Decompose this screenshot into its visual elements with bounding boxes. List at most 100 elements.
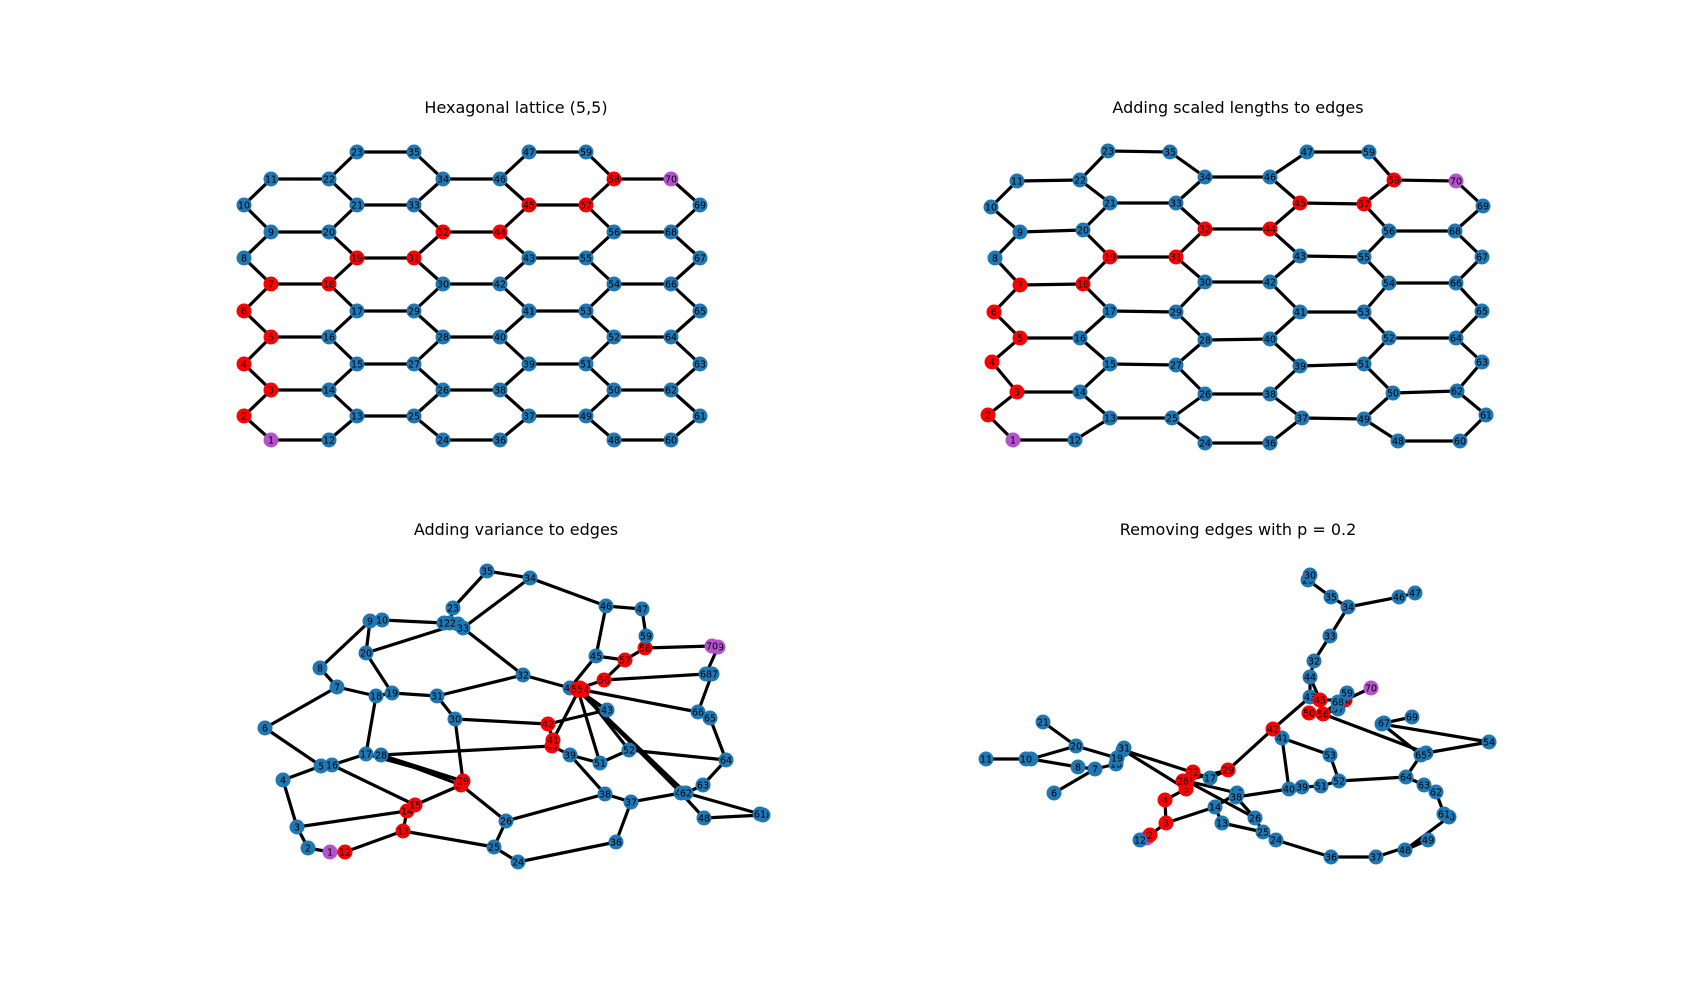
graph-node: 48 <box>1397 842 1413 858</box>
node-label: 1 <box>327 847 333 858</box>
node-marker <box>1214 815 1230 831</box>
graph-node: 11 <box>263 171 279 187</box>
graph-node: 8 <box>1070 759 1086 775</box>
graph-node: 34 <box>522 570 538 586</box>
node-label: 32 <box>1199 224 1211 235</box>
graph-node: 60 <box>1452 433 1468 449</box>
node-marker <box>510 854 526 870</box>
node-marker <box>692 356 708 372</box>
node-marker <box>1331 773 1347 789</box>
node-label: 30 <box>449 714 461 725</box>
node-marker <box>606 329 622 345</box>
node-label: 13 <box>351 411 363 422</box>
node-label: 36 <box>610 837 622 848</box>
graph-node: 32 <box>1306 653 1322 669</box>
node-marker <box>606 432 622 448</box>
node-marker <box>1281 781 1297 797</box>
graph-node: 51 <box>578 356 594 372</box>
graph-node: 67 <box>1376 715 1392 731</box>
graph-node: 6 <box>1046 785 1062 801</box>
node-marker <box>1323 849 1339 865</box>
graph-edge <box>576 688 602 765</box>
node-marker <box>358 746 374 762</box>
graph-node: 8 <box>312 660 328 676</box>
node-label: 42 <box>1267 724 1279 735</box>
node-marker <box>638 628 654 644</box>
node-label: 33 <box>1324 631 1336 642</box>
node-marker <box>578 197 594 213</box>
node-marker <box>521 144 537 160</box>
node-label: 14 <box>1074 387 1086 398</box>
node-marker <box>1301 705 1317 721</box>
node-label: 22 <box>1074 175 1086 186</box>
node-label: 38 <box>494 385 506 396</box>
graph-node: 69 <box>1404 709 1420 725</box>
graph-node: 20 <box>358 645 374 661</box>
node-marker <box>442 615 458 631</box>
panel-title: Removing edges with p = 0.2 <box>1120 520 1357 539</box>
node-label: 61 <box>1438 809 1450 820</box>
node-label: 35 <box>1164 147 1176 158</box>
node-label: 17 <box>1104 306 1116 317</box>
graph-node: 35 <box>1323 589 1339 605</box>
graph-node: 3 <box>289 819 305 835</box>
node-label: 43 <box>601 705 613 716</box>
node-marker <box>479 563 495 579</box>
graph-node: 3 <box>1009 384 1025 400</box>
graph-node: 17 <box>1102 303 1118 319</box>
node-label: 25 <box>1257 827 1269 838</box>
node-marker <box>1265 721 1281 737</box>
node-marker <box>1436 806 1452 822</box>
node-marker <box>986 304 1002 320</box>
graph-node: 4 <box>1157 792 1173 808</box>
node-marker <box>263 329 279 345</box>
node-label: 58 <box>639 643 651 654</box>
node-marker <box>522 570 538 586</box>
node-label: 18 <box>370 691 382 702</box>
node-marker <box>1322 747 1338 763</box>
node-marker <box>1356 196 1372 212</box>
graph-node: 57 <box>617 652 633 668</box>
node-marker <box>1262 386 1278 402</box>
node-marker <box>275 772 291 788</box>
node-label: 47 <box>1409 588 1421 599</box>
graph-node: 45 <box>521 197 537 213</box>
node-marker <box>1228 789 1244 805</box>
graph-node: 14 <box>321 382 337 398</box>
node-label: 28 <box>375 750 387 761</box>
graph-node: 62 <box>1428 784 1444 800</box>
node-marker <box>1197 274 1213 290</box>
node-marker <box>515 667 531 683</box>
node-marker <box>578 408 594 424</box>
node-label: 51 <box>1358 359 1370 370</box>
node-marker <box>1356 356 1372 372</box>
node-label: 50 <box>1387 388 1399 399</box>
graph-node: 10 <box>236 197 252 213</box>
graph-node: 68 <box>698 666 714 682</box>
node-label: 3 <box>1163 818 1169 829</box>
node-marker <box>1391 589 1407 605</box>
graph-edge <box>1337 775 1408 783</box>
graph-node: 66 <box>663 276 679 292</box>
graph-node: 43 <box>599 702 615 718</box>
node-label: 51 <box>1315 781 1327 792</box>
graph-node: 9 <box>1012 224 1028 240</box>
graph-node: 63 <box>1474 354 1490 370</box>
graph-node: 34 <box>1197 169 1213 185</box>
graph-node: 35 <box>406 144 422 160</box>
node-label: 40 <box>1283 784 1295 795</box>
graph-node: 39 <box>521 356 537 372</box>
node-label: 41 <box>547 735 559 746</box>
node-marker <box>569 681 585 697</box>
node-marker <box>1292 358 1308 374</box>
graph-node: 69 <box>692 197 708 213</box>
graph-node: 67 <box>1474 249 1490 265</box>
graph-node: 46 <box>1391 589 1407 605</box>
node-marker <box>362 613 378 629</box>
node-marker <box>621 742 637 758</box>
node-marker <box>1018 751 1034 767</box>
node-marker <box>592 755 608 771</box>
graph-edge <box>1280 736 1291 791</box>
graph-node: 65 <box>692 303 708 319</box>
node-marker <box>1072 384 1088 400</box>
